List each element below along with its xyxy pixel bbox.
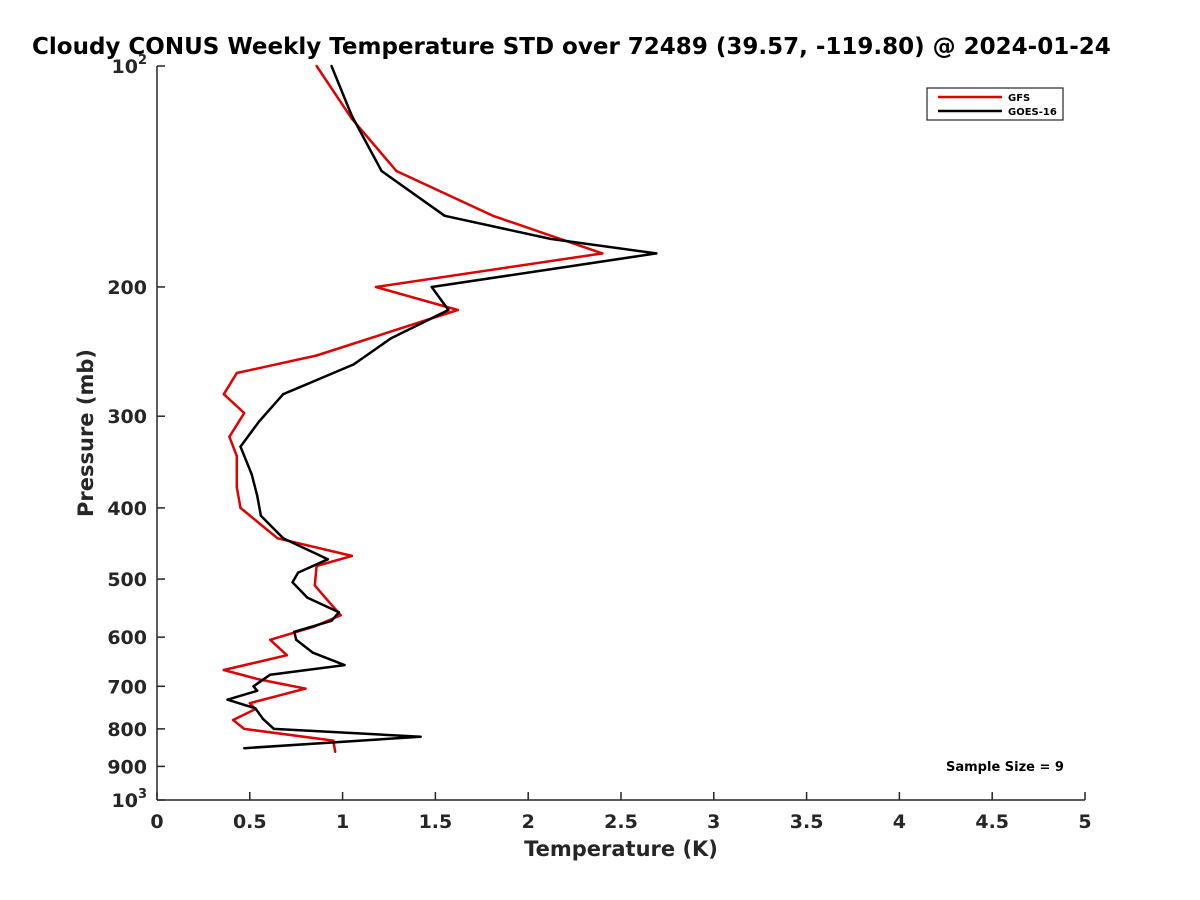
data-point-goes16-22 [330, 619, 333, 622]
x-tick-label: 3.5 [790, 811, 824, 833]
data-point-gfs-14 [239, 506, 242, 510]
data-point-gfs-3 [491, 214, 495, 217]
data-point-goes16-7 [447, 308, 450, 312]
data-point-goes16-8 [389, 337, 393, 340]
data-point-gfs-30 [243, 727, 246, 731]
x-tick-label: 0 [150, 811, 163, 833]
x-tick-label: 3 [707, 811, 720, 833]
data-point-goes16-19 [291, 581, 294, 584]
data-point-goes16-0 [330, 64, 333, 68]
data-point-goes16-26 [343, 663, 346, 667]
series-line-goes16 [226, 65, 658, 750]
data-point-gfs-27 [248, 702, 251, 705]
data-point-goes16-28 [252, 685, 255, 688]
data-point-gfs-29 [231, 718, 235, 722]
y-tick-label: 200 [107, 277, 147, 299]
data-point-goes16-6 [430, 285, 433, 289]
data-point-gfs-11 [228, 435, 231, 438]
data-point-gfs-8 [235, 371, 238, 375]
series-layer [222, 64, 658, 754]
y-tick-label: 400 [107, 498, 147, 520]
data-point-gfs-10 [243, 411, 246, 415]
data-point-gfs-22 [269, 638, 272, 641]
x-tick-label: 5 [1078, 811, 1091, 833]
data-point-goes16-11 [257, 420, 261, 423]
legend-label-gfs: GFS [1008, 93, 1030, 104]
x-tick-label: 1.5 [419, 811, 453, 833]
x-tick-label: 0.5 [233, 811, 267, 833]
data-point-gfs-0 [315, 64, 318, 68]
x-tick-label: 2 [522, 811, 535, 833]
data-point-goes16-16 [282, 537, 285, 540]
data-point-goes16-10 [282, 393, 285, 396]
data-point-goes16-5 [655, 252, 658, 255]
x-tick-label: 2.5 [604, 811, 638, 833]
y-tick-label: 800 [107, 719, 147, 741]
y-tick-label: 103 [112, 787, 148, 812]
data-point-gfs-9 [222, 393, 225, 396]
x-tick-label: 4.5 [975, 811, 1009, 833]
data-point-goes16-27 [269, 673, 272, 676]
data-point-gfs-4 [601, 252, 604, 255]
data-point-gfs-7 [315, 354, 318, 357]
data-point-goes16-25 [311, 651, 315, 654]
data-point-gfs-32 [334, 750, 337, 754]
y-tick-label: 300 [107, 406, 147, 428]
data-point-goes16-3 [443, 214, 446, 217]
y-tick-label: 500 [107, 569, 147, 591]
data-point-goes16-9 [352, 363, 355, 366]
data-point-gfs-12 [235, 454, 238, 458]
y-tick-label: 102 [112, 53, 148, 78]
x-tick-label: 1 [336, 811, 349, 833]
data-point-goes16-33 [272, 727, 276, 731]
legend-label-goes16: GOES-16 [1008, 107, 1057, 118]
data-point-goes16-23 [293, 630, 296, 633]
data-point-goes16-32 [261, 717, 264, 720]
x-axis-label: Temperature (K) [524, 837, 718, 861]
y-axis-label: Pressure (mb) [74, 349, 98, 517]
data-point-goes16-17 [326, 558, 329, 561]
data-point-gfs-26 [304, 687, 307, 690]
data-point-goes16-29 [256, 689, 259, 692]
data-point-goes16-20 [306, 596, 309, 599]
legend-box [926, 87, 1064, 121]
data-point-goes16-4 [549, 237, 552, 241]
data-point-gfs-13 [235, 486, 238, 489]
data-point-goes16-12 [239, 445, 242, 448]
data-point-gfs-5 [374, 285, 378, 289]
x-tick-label: 4 [893, 811, 906, 833]
data-point-gfs-25 [257, 678, 261, 681]
y-tick-label: 600 [107, 627, 147, 649]
data-point-goes16-13 [250, 473, 253, 476]
data-point-gfs-24 [222, 668, 225, 672]
data-point-goes16-31 [254, 707, 257, 710]
data-point-goes16-15 [259, 514, 263, 517]
y-tick-label: 700 [107, 676, 147, 698]
data-point-gfs-19 [326, 599, 329, 602]
data-point-goes16-2 [380, 169, 383, 173]
data-point-goes16-1 [350, 114, 354, 118]
data-point-gfs-2 [395, 169, 398, 173]
data-point-goes16-35 [243, 747, 246, 750]
data-point-gfs-20 [339, 614, 342, 617]
data-point-goes16-30 [226, 698, 229, 701]
data-point-gfs-6 [456, 308, 459, 312]
data-point-goes16-21 [337, 611, 341, 614]
y-ticks: 102 200 300 400 500 600 700 800 900 103 [107, 53, 165, 812]
x-ticks: 0 0.5 1 1.5 2 2.5 3 3.5 4 4.5 5 [150, 792, 1092, 833]
data-point-goes16-34 [419, 735, 422, 738]
data-point-goes16-18 [296, 571, 300, 574]
data-point-goes16-24 [295, 638, 298, 641]
data-point-gfs-16 [350, 554, 354, 558]
data-point-gfs-15 [276, 537, 279, 540]
data-point-gfs-18 [313, 584, 316, 587]
data-point-gfs-23 [285, 654, 289, 657]
y-tick-label: 900 [107, 756, 147, 778]
data-point-goes16-14 [256, 494, 259, 497]
sample-size-annotation: Sample Size = 9 [946, 760, 1064, 775]
chart-title: Cloudy CONUS Weekly Temperature STD over… [32, 34, 1111, 60]
legend: GFS GOES-16 [926, 87, 1064, 121]
